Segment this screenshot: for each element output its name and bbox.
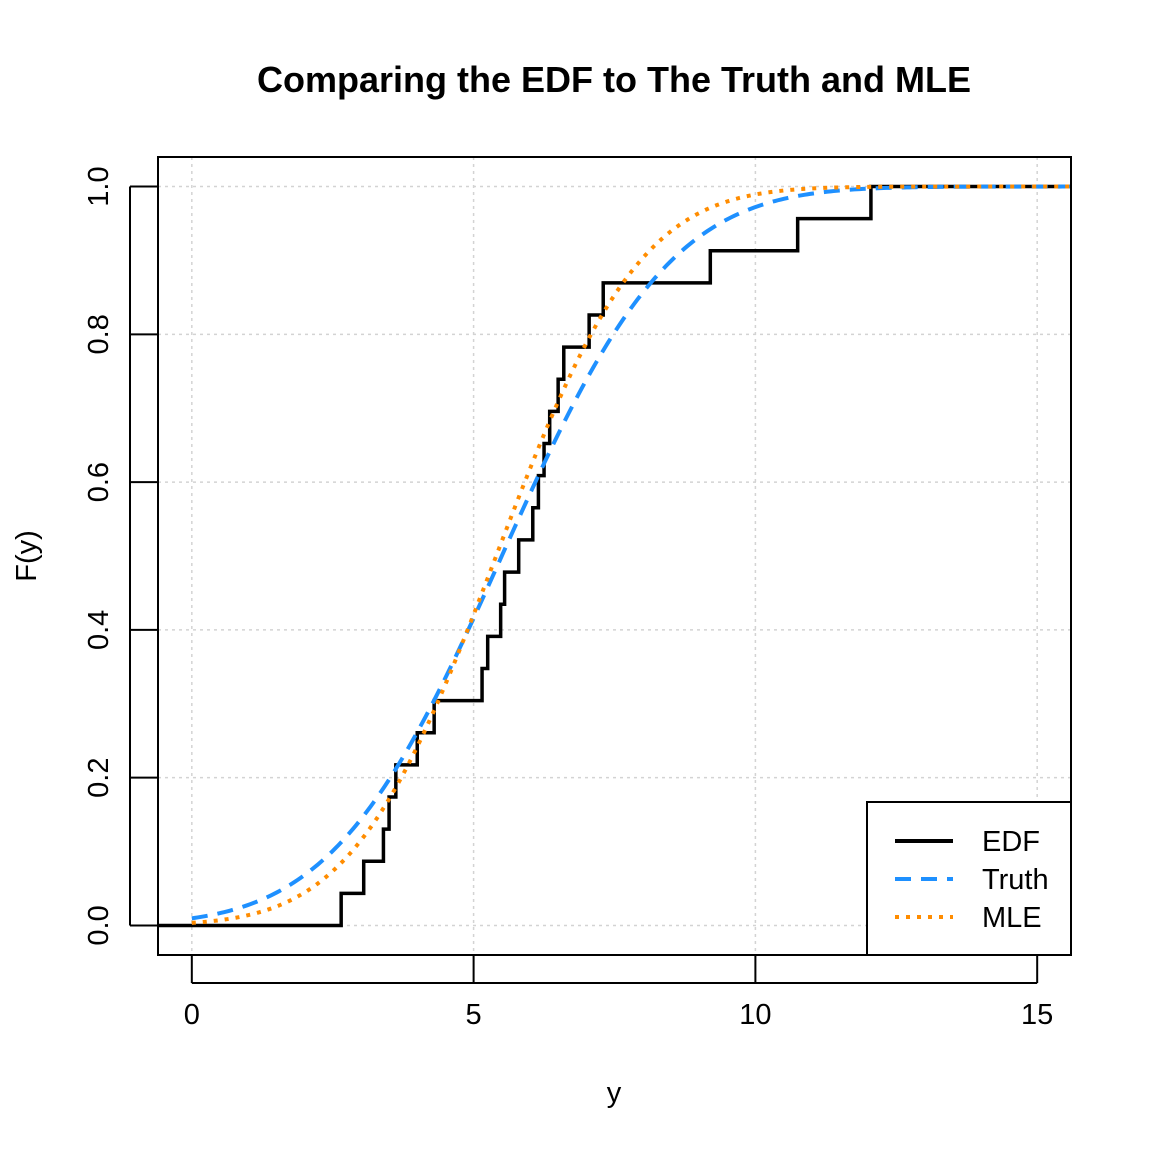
grid-layer bbox=[158, 157, 1071, 955]
y-tick-label-5: 1.0 bbox=[83, 166, 115, 206]
series-mle-line bbox=[191, 184, 1071, 925]
y-tick-label-4: 0.8 bbox=[83, 314, 115, 354]
legend-label-mle: MLE bbox=[982, 902, 1042, 934]
y-tick-label-3: 0.6 bbox=[83, 462, 115, 502]
plot-frame bbox=[157, 156, 1072, 956]
x-tick-label-2: 10 bbox=[739, 999, 771, 1031]
legend: EDF Truth MLE bbox=[866, 801, 1072, 956]
axes-layer: 0 5 10 15 0.0 0.2 0.4 0.6 0.8 1.0 bbox=[83, 156, 1072, 1031]
chart-title: Comparing the EDF to The Truth and MLE bbox=[257, 59, 971, 100]
x-tick-label-1: 5 bbox=[466, 999, 482, 1031]
x-axis-label: y bbox=[607, 1077, 622, 1109]
legend-label-edf: EDF bbox=[982, 826, 1040, 858]
y-tick-label-0: 0.0 bbox=[83, 905, 115, 945]
x-tick-label-0: 0 bbox=[184, 999, 200, 1031]
series-truth-line bbox=[191, 184, 1071, 921]
y-tick-label-2: 0.4 bbox=[83, 610, 115, 650]
series-layer bbox=[158, 184, 1071, 928]
x-tick-label-3: 15 bbox=[1021, 999, 1053, 1031]
y-tick-label-1: 0.2 bbox=[83, 758, 115, 798]
legend-label-truth: Truth bbox=[982, 864, 1049, 896]
y-axis-label: F(y) bbox=[11, 530, 43, 582]
